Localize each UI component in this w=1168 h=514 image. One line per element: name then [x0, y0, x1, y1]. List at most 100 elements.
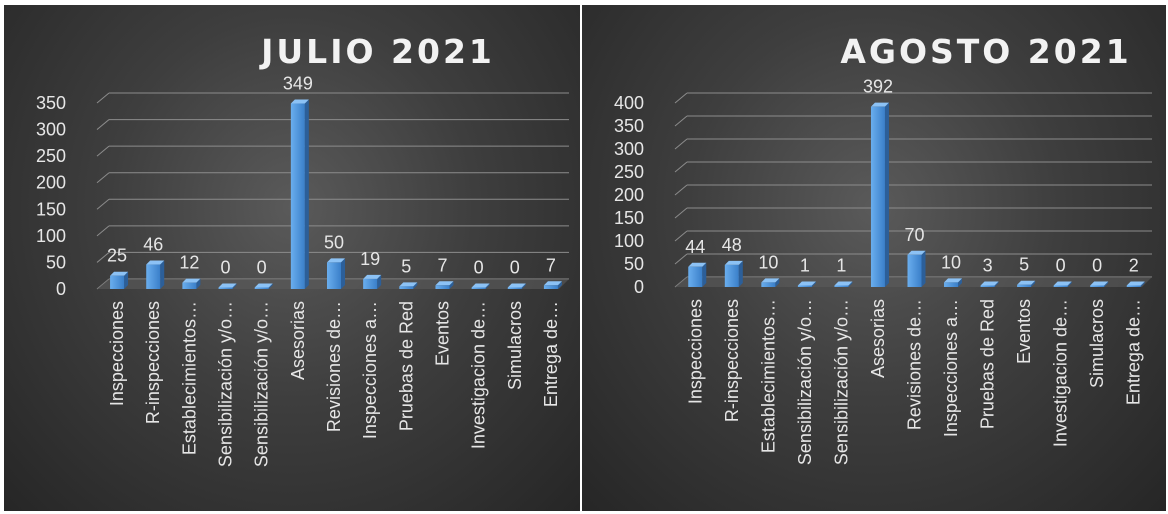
bar	[399, 286, 414, 289]
category-label: Investigacion de…	[1051, 299, 1071, 447]
bar-side	[196, 278, 201, 289]
bar-group	[761, 278, 780, 287]
y-tick-label: 250	[614, 162, 644, 182]
category-label: Establecimientos…	[758, 299, 778, 453]
y-tick-label: 150	[614, 208, 644, 228]
chart-title: JULIO 2021	[259, 32, 495, 71]
bar	[761, 282, 776, 287]
bar-group	[870, 102, 889, 288]
bar-top	[980, 281, 999, 286]
bar-top	[1017, 280, 1036, 285]
category-label: Revisiones de…	[905, 299, 925, 430]
data-label: 0	[1092, 256, 1102, 276]
bar	[110, 275, 125, 289]
bar	[1053, 285, 1068, 287]
bar	[507, 287, 522, 289]
bar-group	[110, 271, 129, 289]
bar-top	[182, 278, 201, 283]
bar-group	[688, 262, 707, 287]
bar-top	[507, 283, 526, 288]
gridline-diagonal	[96, 145, 110, 157]
bar-top	[146, 260, 165, 265]
data-label: 5	[1019, 255, 1029, 275]
data-label: 0	[221, 258, 231, 278]
bar	[327, 262, 341, 289]
bar	[254, 287, 269, 289]
data-label: 50	[324, 232, 344, 252]
category-label: Asesorias	[868, 299, 888, 378]
bar-side	[1140, 281, 1145, 287]
bar	[146, 264, 161, 289]
bar-group	[218, 283, 237, 289]
bar-side	[449, 281, 454, 289]
bar-group	[1090, 281, 1109, 287]
data-label: 7	[546, 255, 556, 275]
category-label: Sensibilización y/o…	[831, 299, 851, 465]
bar-top	[870, 102, 889, 107]
bar-top	[254, 283, 273, 288]
category-label: Eventos	[432, 301, 452, 366]
bar-group	[834, 281, 853, 287]
bar-side	[124, 271, 129, 289]
bar-side	[921, 250, 926, 287]
chart-panel-julio: JULIO 2021 0 50 100 150 200 250 300 350 25 Inspecc…	[4, 5, 580, 511]
bar-side	[557, 281, 562, 289]
y-tick-label: 200	[614, 185, 644, 205]
bar-side	[268, 283, 273, 289]
data-label: 46	[143, 235, 163, 255]
bar-group	[146, 260, 165, 289]
data-label: 12	[179, 253, 199, 273]
bar-top	[724, 260, 743, 265]
data-label: 2	[1129, 256, 1139, 276]
bar-side	[1031, 280, 1036, 287]
bar-side	[775, 278, 780, 287]
bar	[688, 266, 703, 287]
bar-top	[761, 278, 780, 283]
bar-side	[485, 283, 490, 289]
gridline-diagonal	[96, 119, 110, 130]
category-label: R-inspecciones	[143, 301, 163, 424]
bar-side	[232, 283, 237, 289]
bar	[944, 282, 959, 287]
bar-top	[435, 281, 454, 286]
data-label: 10	[758, 252, 778, 272]
bar-top	[290, 99, 309, 104]
bar	[797, 285, 812, 287]
bar	[834, 285, 849, 287]
gridline-diagonal	[674, 184, 688, 196]
data-label: 0	[474, 258, 484, 278]
category-label: R-inspecciones	[722, 299, 742, 422]
bar-side	[848, 281, 853, 287]
bar	[1090, 285, 1105, 287]
bar-side	[702, 262, 707, 287]
bar-group	[182, 278, 201, 289]
data-label: 48	[722, 235, 742, 255]
bar-group	[471, 283, 490, 289]
chart-title: AGOSTO 2021	[840, 32, 1131, 71]
bar-top	[907, 250, 926, 255]
bar	[724, 264, 739, 287]
y-tick-label: 100	[614, 231, 644, 251]
data-label: 70	[904, 225, 924, 245]
bar-top	[218, 283, 237, 288]
data-label: 0	[257, 258, 267, 278]
bar-side	[811, 281, 816, 287]
bar-chart-julio: JULIO 202105010015020025030035025Inspecc…	[36, 32, 569, 467]
y-tick-label: 50	[46, 252, 66, 272]
bar-group	[1053, 281, 1072, 287]
category-label: Entrega de…	[1124, 299, 1144, 405]
y-tick-label: 250	[36, 146, 66, 166]
y-tick-label: 0	[634, 277, 644, 297]
y-tick-label: 300	[614, 139, 644, 159]
bar	[182, 282, 197, 289]
gridline-diagonal	[674, 230, 688, 242]
gridline-diagonal	[96, 198, 110, 210]
category-label: Investigacion de…	[469, 301, 489, 449]
category-label: Asesorias	[288, 301, 308, 380]
category-label: Simulacros	[1087, 299, 1107, 388]
bar-group	[543, 281, 562, 289]
category-label: Inspecciones a…	[941, 299, 961, 437]
data-label: 0	[1056, 256, 1066, 276]
data-label: 7	[437, 255, 447, 275]
bar-top	[399, 282, 418, 287]
